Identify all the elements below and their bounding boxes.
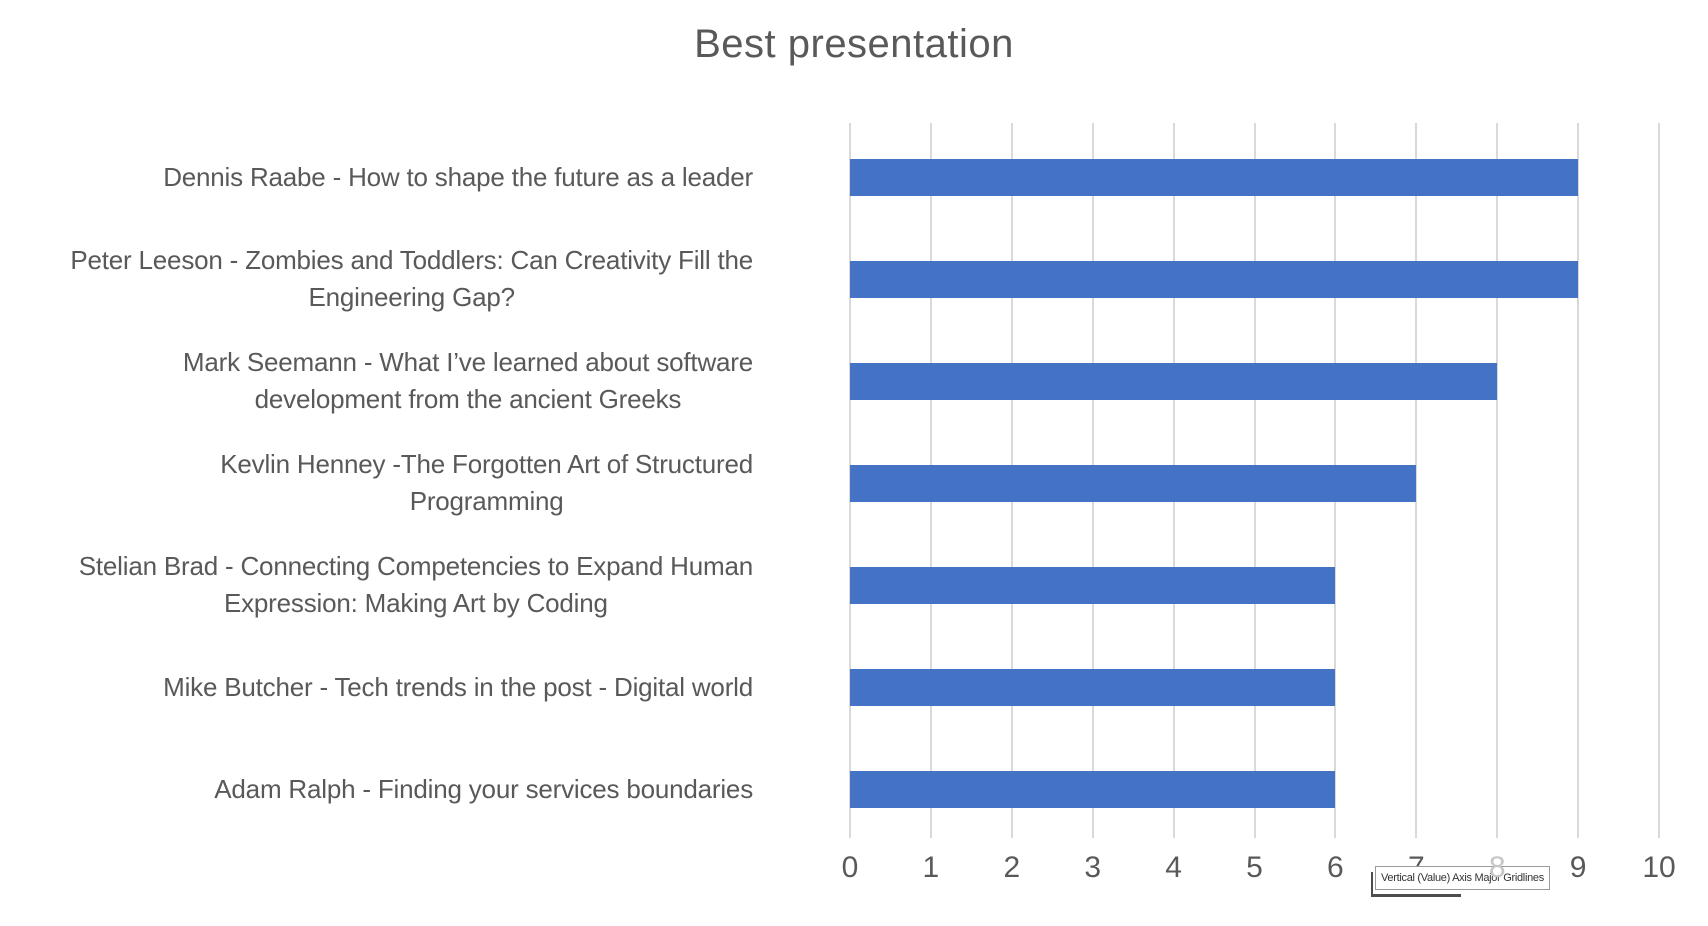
category-axis-label[interactable]: Peter Leeson - Zombies and Toddlers: Can…: [70, 225, 753, 330]
bar[interactable]: [850, 669, 1336, 706]
chart-title[interactable]: Best presentation: [694, 22, 1014, 66]
bar[interactable]: [850, 363, 1498, 400]
category-axis-label-text: Peter Leeson - Zombies and Toddlers: Can…: [70, 245, 753, 312]
x-axis-tick-label[interactable]: 0: [841, 851, 859, 884]
gridline[interactable]: [1496, 123, 1499, 838]
tooltip-ghost-artifact: [1371, 872, 1461, 897]
bar[interactable]: [850, 465, 1417, 502]
x-axis-tick-label[interactable]: 4: [1165, 851, 1182, 884]
bar[interactable]: [850, 261, 1579, 298]
category-axis-label[interactable]: Dennis Raabe - How to shape the future a…: [163, 123, 753, 228]
category-axis-label[interactable]: Kevlin Henney -The Forgotten Art of Stru…: [220, 429, 753, 534]
category-axis-label-text: Dennis Raabe - How to shape the future a…: [163, 161, 753, 192]
gridline[interactable]: [1577, 123, 1580, 838]
x-axis-tick-label[interactable]: 3: [1084, 851, 1102, 884]
category-axis-label[interactable]: Mike Butcher - Tech trends in the post -…: [163, 633, 753, 738]
category-axis-label-text: Mark Seemann - What I’ve learned about s…: [182, 347, 753, 414]
bar[interactable]: [850, 159, 1579, 196]
category-axis-label-text: Adam Ralph - Finding your services bound…: [214, 773, 753, 804]
category-axis-label[interactable]: Stelian Brad - Connecting Competencies t…: [79, 531, 753, 636]
category-axis-label[interactable]: Adam Ralph - Finding your services bound…: [214, 735, 753, 840]
x-axis-tick-label[interactable]: 9: [1569, 851, 1587, 884]
x-axis-tick-label[interactable]: 2: [1003, 851, 1021, 884]
plot-area[interactable]: [849, 123, 1660, 838]
x-axis-tick-label[interactable]: 8: [1488, 851, 1506, 884]
gridline[interactable]: [1415, 123, 1418, 838]
bar[interactable]: [850, 567, 1336, 604]
category-axis-label-text: Kevlin Henney -The Forgotten Art of Stru…: [220, 449, 753, 516]
category-axis-label[interactable]: Mark Seemann - What I’ve learned about s…: [183, 327, 753, 432]
x-axis-tick-label[interactable]: 6: [1327, 851, 1344, 884]
bar[interactable]: [850, 771, 1336, 808]
category-axis-label-text: Stelian Brad - Connecting Competencies t…: [78, 551, 753, 618]
gridlines-tooltip: Vertical (Value) Axis Major Gridlines: [1375, 866, 1550, 890]
x-axis-tick-label[interactable]: 10: [1642, 851, 1676, 884]
category-axis-label-text: Mike Butcher - Tech trends in the post -…: [163, 671, 753, 702]
gridline[interactable]: [1658, 123, 1660, 838]
x-axis-tick-label[interactable]: 1: [922, 851, 940, 884]
x-axis-tick-label[interactable]: 5: [1246, 851, 1263, 884]
